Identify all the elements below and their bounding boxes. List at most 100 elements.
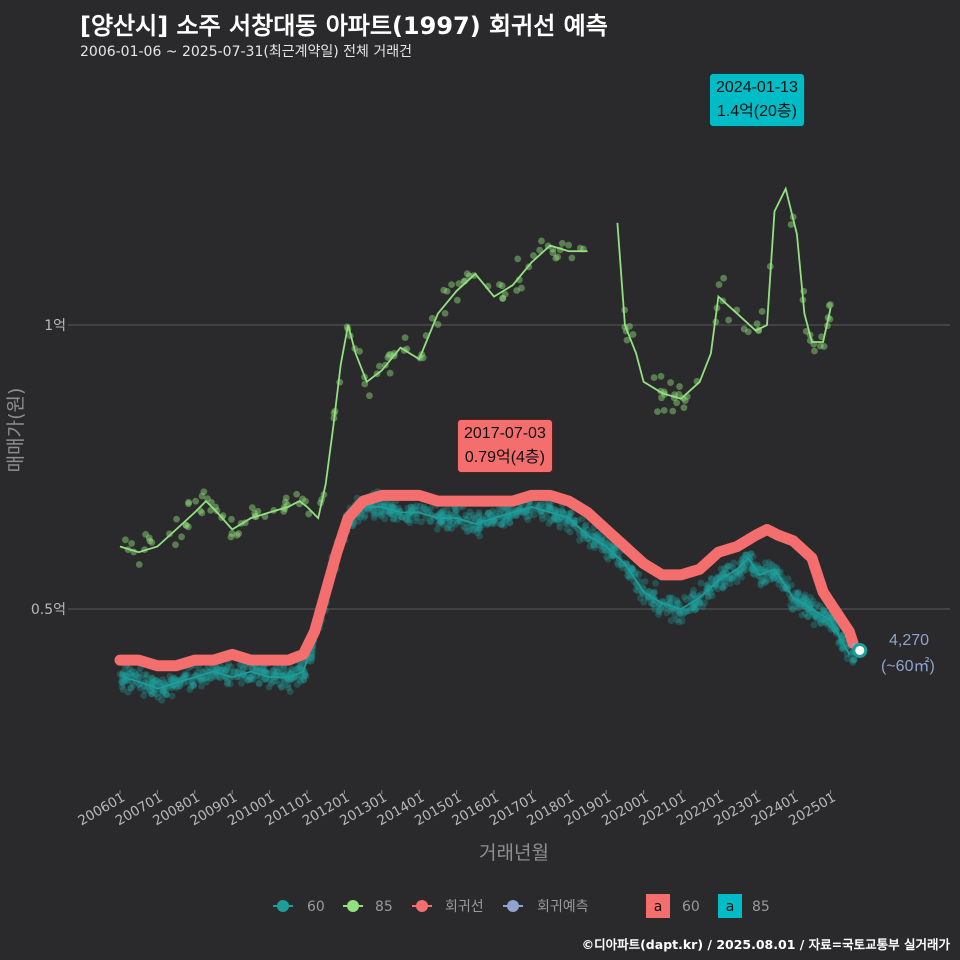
scatter-point-85 [820,343,828,350]
scatter-point-60 [409,505,417,513]
scatter-point-85 [366,392,373,400]
legend-swatch-prediction [507,900,519,912]
scatter-point-60 [822,618,830,626]
scatter-point-60 [198,682,205,690]
scatter-point-60 [809,597,817,605]
scatter-point-60 [395,512,403,520]
scatter-point-60 [792,589,799,597]
scatter-point-60 [135,669,143,677]
scatter-point-60 [566,528,574,536]
scatter-point-60 [377,508,384,515]
scatter-point-60 [406,516,414,524]
scatter-point-60 [412,517,420,525]
scatter-point-60 [813,615,821,623]
scatter-point-60 [465,512,473,520]
legend-label-60: 60 [307,899,325,915]
scatter-point-60 [581,522,588,530]
scatter-point-60 [386,509,394,517]
scatter-point-60 [548,517,555,525]
scatter-point-60 [749,553,757,560]
scatter-point-60 [716,574,724,582]
legend: 60 85 회귀선 회귀예측 a 60 a 85 [273,894,770,918]
scatter-point-60 [666,594,674,602]
scatter-point-60 [559,507,567,515]
scatter-point-60 [742,566,750,573]
scatter-point-60 [220,667,228,675]
scatter-point-60 [676,609,684,617]
scatter-point-60 [120,677,128,685]
scatter-point-60 [488,520,496,528]
scatter-point-60 [602,547,610,555]
scatter-point-60 [301,671,309,679]
scatter-point-60 [628,564,636,572]
scatter-point-85 [740,325,748,333]
scatter-point-60 [817,620,825,627]
scatter-point-85 [501,290,509,298]
scatter-point-60 [667,617,675,624]
scatter-point-60 [762,578,770,586]
scatter-point-60 [713,573,721,581]
scatter-point-60 [379,509,387,517]
scatter-point-60 [413,514,420,521]
scatter-point-60 [398,513,406,521]
scatter-point-60 [275,668,283,676]
scatter-point-60 [131,673,138,680]
scatter-point-60 [724,563,732,570]
scatter-point-60 [206,674,214,682]
scatter-point-60 [545,505,553,512]
scatter-point-60 [170,676,178,684]
scatter-point-85 [623,336,631,344]
scatter-point-60 [445,518,453,526]
scatter-point-60 [129,672,136,679]
scatter-point-60 [691,600,699,608]
scatter-point-60 [563,525,571,533]
scatter-point-60 [795,589,803,597]
scatter-point-85 [448,281,455,288]
scatter-point-60 [297,664,305,672]
scatter-point-60 [422,514,430,522]
scatter-point-60 [601,546,609,554]
scatter-point-60 [676,610,684,617]
scatter-point-60 [438,517,445,525]
scatter-point-60 [761,579,769,587]
scatter-point-60 [614,561,622,569]
scatter-point-60 [800,593,808,601]
scatter-point-60 [519,509,527,517]
x-axis-title: 거래년월 [479,842,549,864]
scatter-point-60 [118,678,126,686]
scatter-point-60 [257,667,265,675]
scatter-point-60 [231,668,239,675]
scatter-point-60 [176,682,184,690]
scatter-point-60 [479,521,486,529]
scatter-point-60 [476,524,483,532]
scatter-point-60 [195,664,203,672]
scatter-point-60 [793,590,801,598]
scatter-point-60 [233,668,241,676]
scatter-point-60 [733,572,741,580]
scatter-point-60 [605,540,613,548]
scatter-point-85 [725,316,733,324]
scatter-point-60 [439,511,447,519]
scatter-point-60 [278,668,286,676]
scatter-point-60 [259,664,266,672]
scatter-point-60 [537,501,544,508]
scatter-point-60 [444,524,452,532]
scatter-point-60 [300,676,308,684]
scatter-point-60 [261,668,268,676]
scatter-point-60 [280,664,288,671]
scatter-point-85 [305,510,313,518]
callout-max-60-date: 2017-07-03 [464,425,546,442]
scatter-point-60 [286,676,294,684]
scatter-point-60 [288,665,296,673]
scatter-point-60 [439,519,447,527]
scatter-point-60 [361,512,369,519]
scatter-point-60 [168,677,175,685]
scatter-point-60 [638,588,646,596]
scatter-point-60 [462,511,470,519]
scatter-point-60 [721,582,729,589]
scatter-point-60 [484,520,492,527]
scatter-point-60 [300,672,308,680]
scatter-point-60 [213,665,221,673]
scatter-point-85 [669,407,677,415]
scatter-point-60 [200,675,208,683]
